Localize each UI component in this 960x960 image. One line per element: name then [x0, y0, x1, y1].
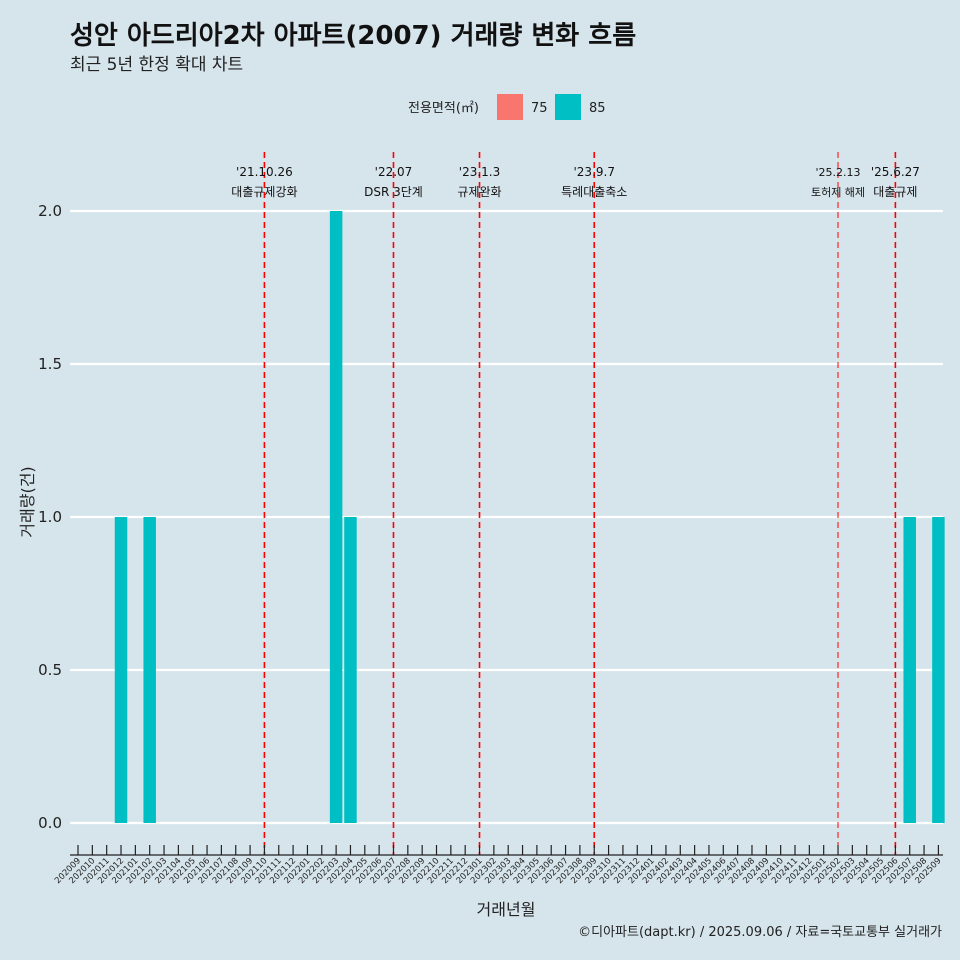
y-tick-label: 1.5 — [38, 355, 62, 373]
event-date-202110: '21.10.26 — [236, 165, 293, 179]
event-lines — [263, 152, 897, 855]
event-annotations: '21.10.26 대출규제강화 '22.07 DSR 3단계 '23.1.3 규제완화 '… — [231, 165, 920, 199]
gridlines — [70, 209, 943, 825]
y-tick-label: 0.5 — [38, 661, 62, 679]
event-date-202506: '25.6.27 — [871, 165, 920, 179]
event-label-202502: 토허제 해제 — [811, 185, 865, 199]
legend-swatch-85 — [555, 94, 581, 120]
legend-swatch-75 — [497, 94, 523, 120]
y-tick-label: 0.0 — [38, 814, 62, 832]
event-label-202207: DSR 3단계 — [364, 185, 423, 199]
y-axis-title: 거래량(건) — [18, 466, 37, 537]
event-label-202301: 규제완화 — [457, 185, 501, 199]
event-date-202502: '25.2.13 — [816, 166, 861, 179]
bar-85-202012 — [114, 517, 128, 823]
bars — [114, 211, 945, 823]
caption: ©디아파트(dapt.kr) / 2025.09.06 / 자료=국토교통부 실… — [578, 925, 942, 940]
x-axis — [70, 845, 943, 856]
event-date-202309: '23.9.7 — [574, 165, 615, 179]
event-date-202207: '22.07 — [375, 165, 413, 179]
chart-title: 성안 아드리아2차 아파트(2007) 거래량 변화 흐름 — [70, 21, 636, 51]
event-label-202309: 특례대출축소 — [561, 185, 627, 199]
x-tick-labels: 2020092020102020112020122021012021022021… — [53, 856, 943, 886]
x-axis-title: 거래년월 — [477, 900, 536, 919]
bar-85-202102 — [143, 517, 156, 823]
chart-subtitle: 최근 5년 한정 확대 차트 — [70, 55, 243, 75]
bar-85-202203 — [329, 211, 343, 823]
event-label-202110: 대출규제강화 — [231, 185, 297, 199]
bar-85-202509 — [932, 517, 945, 823]
y-tick-labels: 0.0 0.5 1.0 1.5 2.0 — [38, 202, 62, 832]
bar-85-202204 — [344, 517, 357, 823]
event-label-202506: 대출규제 — [873, 185, 917, 199]
bar-85-202507 — [903, 517, 916, 823]
legend-label-75: 75 — [531, 101, 548, 116]
event-date-202301: '23.1.3 — [459, 165, 500, 179]
legend-label-85: 85 — [589, 101, 606, 116]
y-tick-label: 2.0 — [38, 202, 62, 220]
legend-title: 전용면적(㎡) — [408, 101, 479, 116]
legend: 전용면적(㎡) 75 85 — [408, 94, 606, 120]
y-tick-label: 1.0 — [38, 508, 62, 526]
